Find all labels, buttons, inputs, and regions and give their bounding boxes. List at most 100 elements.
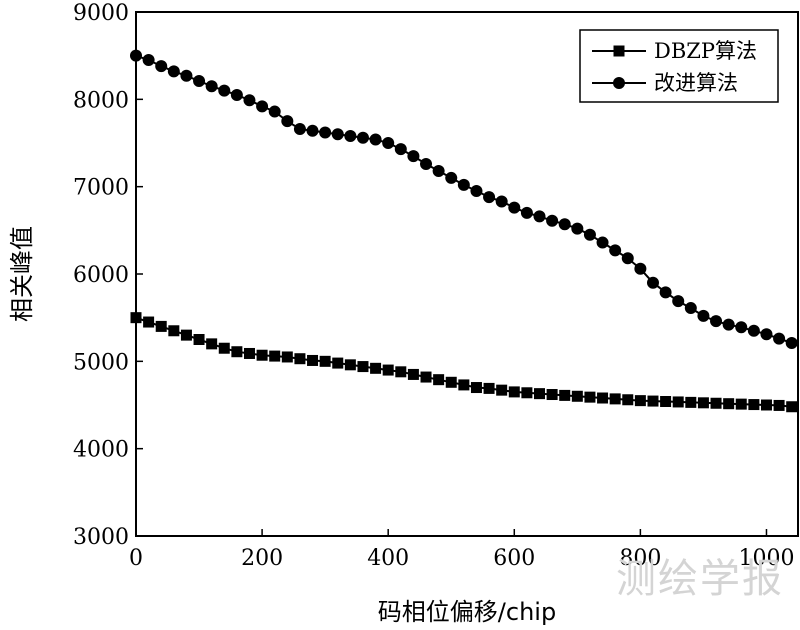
data-point [483,382,495,394]
data-point [432,164,445,177]
data-point [319,355,331,367]
data-point [344,359,356,371]
data-point [294,353,306,365]
data-point [420,157,433,170]
data-point [206,338,218,350]
data-point [230,88,243,101]
y-tick-label: 8000 [73,88,129,113]
data-point [571,222,584,235]
data-point [760,399,772,411]
y-tick-label: 5000 [73,350,129,375]
data-point [382,364,394,376]
data-point [281,115,294,128]
data-point [470,382,482,394]
series-line [135,316,792,408]
y-tick-label: 6000 [73,263,129,288]
data-point [420,371,432,383]
data-point [534,388,546,400]
y-tick-label: 3000 [73,525,129,550]
data-point [697,309,710,322]
series-layer [130,49,798,413]
data-point [268,105,281,118]
data-point [685,396,697,408]
data-point [710,397,722,409]
data-point [520,206,533,219]
data-point [344,130,357,143]
data-point [647,395,659,407]
data-point [495,195,508,208]
data-point [747,324,760,337]
data-point [168,325,180,337]
x-tick-label: 0 [129,546,143,571]
data-point [722,318,735,331]
x-axis-title: 码相位偏移/chip [378,598,556,626]
data-point [332,357,344,369]
data-point [356,131,369,144]
data-point [660,396,672,408]
x-tick-label: 400 [367,546,409,571]
data-point [786,401,798,413]
data-point [382,137,395,149]
data-point [583,228,596,241]
data-point [622,394,634,406]
data-point [319,126,332,139]
x-tick-label: 1000 [738,546,794,571]
data-point [546,214,559,227]
data-point [609,244,622,257]
x-tick-label: 600 [493,546,535,571]
data-point [307,354,319,366]
data-point [546,389,558,401]
data-point [558,218,571,231]
data-point [521,387,533,399]
data-point [357,361,369,373]
legend-label: 改进算法 [654,71,738,95]
data-point [634,262,647,275]
series-2 [130,49,798,349]
series-1 [130,312,798,413]
y-axis-title: 相关峰值 [8,226,36,322]
data-point [748,399,760,411]
plot-frame [135,11,799,537]
data-point [483,191,496,204]
data-point [143,316,155,328]
y-tick-label: 9000 [73,1,129,26]
data-point [331,128,344,141]
data-point [407,368,419,380]
data-point [646,276,659,289]
legend-marker [613,77,625,89]
data-point [218,84,231,97]
data-point [634,395,646,407]
data-point [735,321,748,334]
data-point [407,150,420,163]
y-tick-label: 4000 [73,438,129,463]
data-point [533,210,546,223]
data-point [155,60,168,73]
y-tick-label: 7000 [73,176,129,201]
data-point [445,171,458,184]
data-point [394,143,407,156]
data-point [243,94,256,107]
x-tick-label: 800 [619,546,661,571]
data-point [458,379,470,391]
data-point [508,201,521,214]
data-point [142,54,155,67]
data-point [180,329,192,341]
data-point [269,350,281,362]
data-point [193,74,206,87]
legend-entry: DBZP算法 [592,39,757,63]
data-point [256,100,269,113]
data-point [180,69,193,82]
data-point [697,397,709,409]
data-point [609,393,621,405]
data-point [218,342,230,354]
data-point [621,252,634,265]
data-point [496,384,508,396]
data-point [735,398,747,410]
data-point [596,236,609,249]
data-point [684,302,697,315]
legend-box [579,29,779,103]
data-point [193,334,205,345]
data-point [559,389,571,401]
data-point [306,124,319,137]
